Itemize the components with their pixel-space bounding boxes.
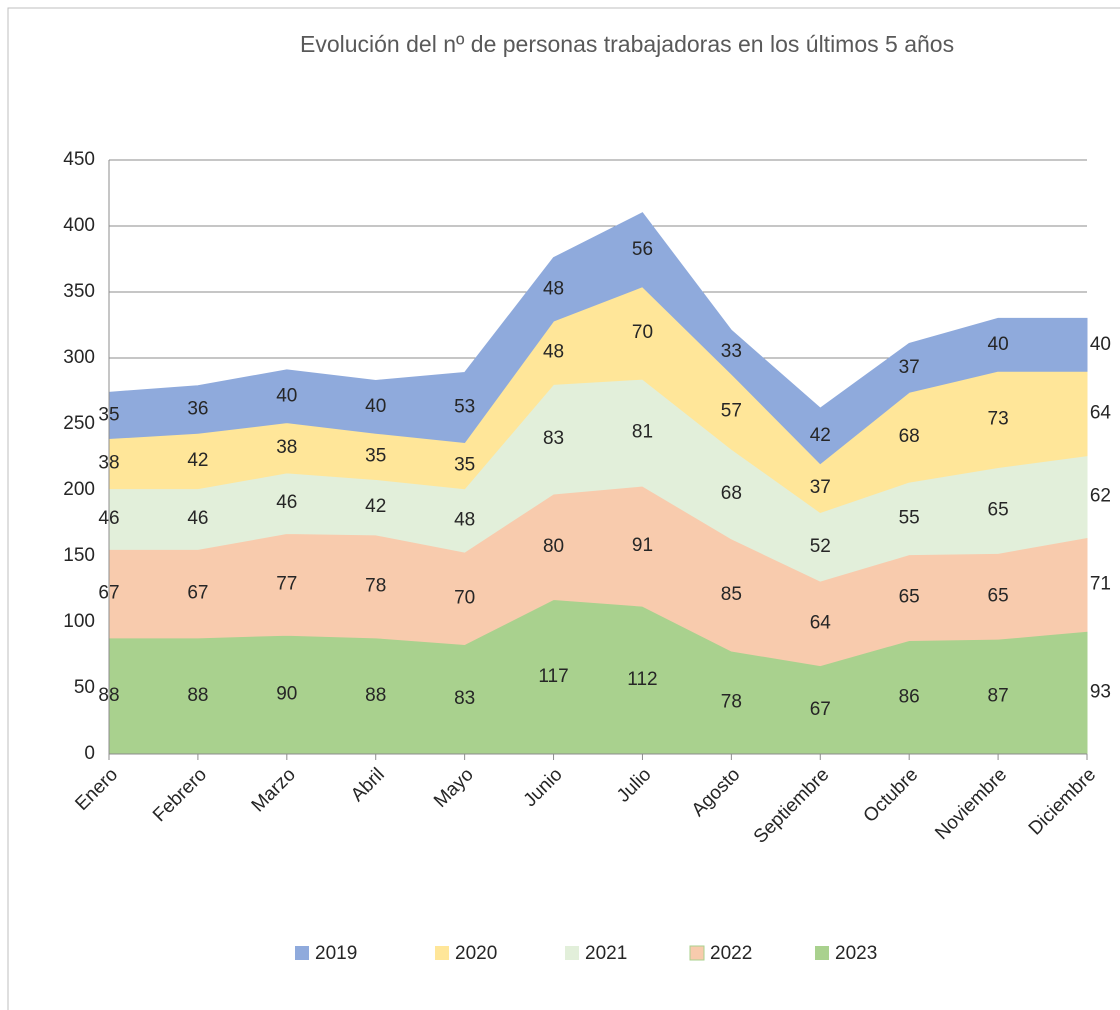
y-tick-label: 100 xyxy=(63,611,95,632)
legend-swatch xyxy=(295,946,309,960)
data-label: 67 xyxy=(810,699,831,720)
x-tick-label: Noviembre xyxy=(931,764,1011,844)
y-tick-label: 250 xyxy=(63,413,95,434)
data-label: 77 xyxy=(276,573,297,594)
x-tick-label: Septiembre xyxy=(750,764,834,848)
x-tick-label: Junio xyxy=(520,764,567,811)
data-label: 65 xyxy=(988,585,1009,606)
data-label: 35 xyxy=(454,455,475,476)
data-label: 81 xyxy=(632,422,653,443)
y-tick-label: 150 xyxy=(63,545,95,566)
data-label: 68 xyxy=(899,426,920,447)
data-label: 73 xyxy=(988,408,1009,429)
data-label: 88 xyxy=(365,685,386,706)
legend-swatch xyxy=(565,946,579,960)
data-label: 33 xyxy=(721,341,742,362)
legend-label: 2021 xyxy=(585,943,627,964)
data-label: 85 xyxy=(721,584,742,605)
data-label: 88 xyxy=(187,685,208,706)
data-label: 35 xyxy=(365,445,386,466)
legend-swatch xyxy=(815,946,829,960)
data-label: 42 xyxy=(187,450,208,471)
legend-label: 2022 xyxy=(710,943,752,964)
y-tick-label: 450 xyxy=(63,149,95,170)
data-label: 71 xyxy=(1090,573,1111,594)
data-label: 46 xyxy=(276,492,297,513)
data-label: 78 xyxy=(721,692,742,713)
x-tick-label: Diciembre xyxy=(1025,764,1100,839)
legend-swatch xyxy=(689,945,705,961)
data-label: 68 xyxy=(721,483,742,504)
data-label: 86 xyxy=(899,686,920,707)
data-label: 67 xyxy=(187,583,208,604)
y-tick-label: 0 xyxy=(84,743,95,764)
data-label: 48 xyxy=(543,342,564,363)
x-tick-label: Enero xyxy=(71,764,122,815)
x-tick-label: Mayo xyxy=(430,764,478,812)
x-tick-label: Julio xyxy=(613,764,655,806)
data-label: 112 xyxy=(627,669,657,690)
data-label: 64 xyxy=(1090,402,1112,423)
x-tick-label: Octubre xyxy=(860,764,923,827)
data-label: 42 xyxy=(365,496,386,517)
y-tick-label: 200 xyxy=(63,479,95,500)
data-label: 38 xyxy=(276,437,297,458)
data-label: 46 xyxy=(187,508,208,529)
legend-label: 2020 xyxy=(455,943,497,964)
data-label: 37 xyxy=(810,477,831,498)
data-label: 65 xyxy=(899,587,920,608)
legend-label: 2019 xyxy=(315,943,357,964)
data-label: 62 xyxy=(1090,486,1111,507)
data-label: 83 xyxy=(454,688,475,709)
data-label: 40 xyxy=(1090,334,1111,355)
data-label: 83 xyxy=(543,428,564,449)
data-label: 65 xyxy=(988,499,1009,520)
data-label: 91 xyxy=(632,535,653,556)
y-tick-label: 300 xyxy=(63,347,95,368)
data-label: 87 xyxy=(988,686,1009,707)
legend-swatch xyxy=(435,946,449,960)
data-label: 57 xyxy=(721,400,742,421)
data-label: 70 xyxy=(454,587,475,608)
data-label: 117 xyxy=(538,666,568,687)
data-label: 55 xyxy=(899,507,920,528)
data-label: 48 xyxy=(454,509,475,530)
area xyxy=(108,212,1088,465)
chart-frame xyxy=(7,7,1120,1010)
legend-label: 2023 xyxy=(835,943,877,964)
x-tick-label: Agosto xyxy=(688,764,745,821)
data-label: 37 xyxy=(899,357,920,378)
x-tick-label: Febrero xyxy=(149,764,211,826)
x-tick-label: Abril xyxy=(347,764,389,806)
data-label: 52 xyxy=(810,536,831,557)
data-label: 70 xyxy=(632,322,653,343)
data-label: 80 xyxy=(543,536,564,557)
data-label: 36 xyxy=(187,398,208,419)
data-label: 40 xyxy=(365,396,386,417)
chart-title: Evolución del nº de personas trabajadora… xyxy=(300,31,954,57)
y-tick-label: 400 xyxy=(63,215,95,236)
data-label: 90 xyxy=(276,684,297,705)
data-label: 56 xyxy=(632,239,653,260)
data-label: 64 xyxy=(810,612,832,633)
data-label: 53 xyxy=(454,397,475,418)
data-label: 78 xyxy=(365,575,386,596)
data-label: 48 xyxy=(543,278,564,299)
y-tick-label: 50 xyxy=(74,677,95,698)
data-label: 42 xyxy=(810,425,831,446)
data-label: 40 xyxy=(276,385,297,406)
data-label: 40 xyxy=(988,334,1009,355)
data-label: 93 xyxy=(1090,682,1111,703)
y-tick-label: 350 xyxy=(63,281,95,302)
x-tick-label: Marzo xyxy=(248,764,300,816)
